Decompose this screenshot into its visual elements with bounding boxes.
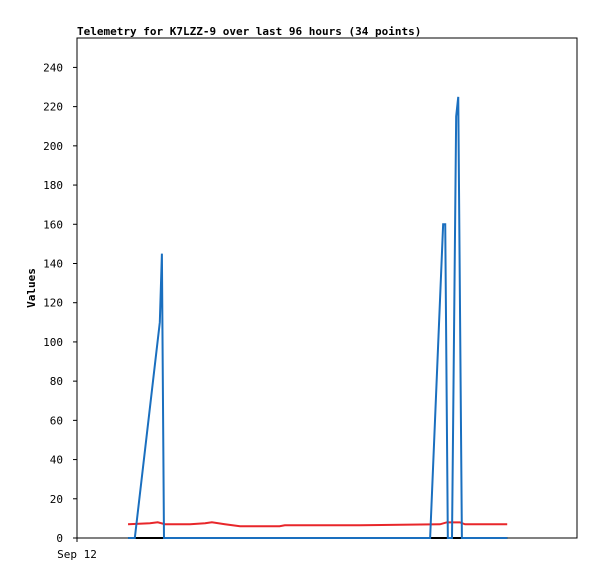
series-line — [127, 521, 508, 528]
y-tick-label: 80 — [50, 375, 63, 388]
chart-title: Telemetry for K7LZZ-9 over last 96 hours… — [77, 25, 421, 38]
y-tick-label: 0 — [56, 532, 63, 545]
y-tick-label: 200 — [43, 140, 63, 153]
y-tick-label: 40 — [50, 454, 63, 467]
y-tick-label: 240 — [43, 61, 63, 74]
y-tick-label: 120 — [43, 297, 63, 310]
y-tick-label: 100 — [43, 336, 63, 349]
y-tick-label: 220 — [43, 101, 63, 114]
y-axis-label: Values — [25, 268, 38, 308]
plot-frame — [76, 37, 578, 539]
y-tick-label: 160 — [43, 218, 63, 231]
y-tick-label: 20 — [50, 493, 63, 506]
series-line — [128, 96, 508, 539]
y-tick-label: 180 — [43, 179, 63, 192]
x-tick-label: Sep 12 — [57, 548, 97, 561]
y-tick-label: 60 — [50, 414, 63, 427]
y-tick-label: 140 — [43, 257, 63, 270]
